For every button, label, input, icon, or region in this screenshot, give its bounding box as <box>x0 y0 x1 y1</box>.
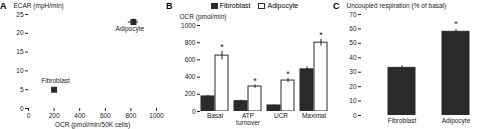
svg-text:50: 50 <box>349 39 357 46</box>
svg-text:20: 20 <box>349 83 357 90</box>
svg-text:800: 800 <box>125 112 136 119</box>
svg-text:400: 400 <box>185 73 196 80</box>
svg-text:30: 30 <box>349 68 357 75</box>
svg-text:*: * <box>319 30 323 40</box>
svg-text:Fibroblast: Fibroblast <box>388 117 417 124</box>
svg-text:15: 15 <box>16 48 24 55</box>
svg-text:0: 0 <box>192 108 196 115</box>
svg-text:Fibroblast: Fibroblast <box>41 77 70 84</box>
svg-text:20: 20 <box>16 29 24 36</box>
svg-text:600: 600 <box>100 112 111 119</box>
svg-text:UCR: UCR <box>274 112 288 119</box>
svg-text:1000: 1000 <box>181 22 196 29</box>
svg-text:0: 0 <box>353 112 357 119</box>
svg-text:70: 70 <box>349 11 357 18</box>
svg-text:10: 10 <box>16 67 24 74</box>
html-text:Adipocyte: Adipocyte <box>267 2 299 9</box>
svg-text:OCR (pmol/min/50K cells): OCR (pmol/min/50K cells) <box>55 121 130 129</box>
svg-text:Basal: Basal <box>207 112 224 119</box>
html-text:Fibroblast: Fibroblast <box>219 2 251 9</box>
svg-text:ECAR (mpH/min): ECAR (mpH/min) <box>14 2 64 10</box>
html-text:A: A <box>0 1 7 11</box>
html-text:B: B <box>166 1 173 11</box>
svg-text:0: 0 <box>20 105 24 112</box>
svg-text:200: 200 <box>185 90 196 97</box>
svg-text:*: * <box>220 42 224 52</box>
svg-text:1000: 1000 <box>149 112 164 119</box>
svg-text:25: 25 <box>16 11 24 18</box>
svg-text:*: * <box>253 76 257 86</box>
svg-text:*: * <box>454 19 458 29</box>
svg-text:Adipocyte: Adipocyte <box>442 117 471 125</box>
svg-text:200: 200 <box>49 112 60 119</box>
svg-text:Uncoupled respiration (% of ba: Uncoupled respiration (% of basal) <box>347 2 447 10</box>
svg-text:60: 60 <box>349 25 357 32</box>
svg-text:ATPturnover: ATPturnover <box>236 112 261 126</box>
html-text:C: C <box>333 1 340 11</box>
svg-text:800: 800 <box>185 39 196 46</box>
svg-text:Adipocyte: Adipocyte <box>116 25 145 33</box>
svg-text:40: 40 <box>349 54 357 61</box>
svg-text:OCR (pmol/min): OCR (pmol/min) <box>180 13 227 21</box>
svg-text:0: 0 <box>27 112 31 119</box>
svg-text:600: 600 <box>185 56 196 63</box>
svg-text:400: 400 <box>74 112 85 119</box>
svg-text:Maximal: Maximal <box>302 112 327 119</box>
svg-text:5: 5 <box>20 86 24 93</box>
svg-text:10: 10 <box>349 97 357 104</box>
svg-text:*: * <box>286 69 290 79</box>
